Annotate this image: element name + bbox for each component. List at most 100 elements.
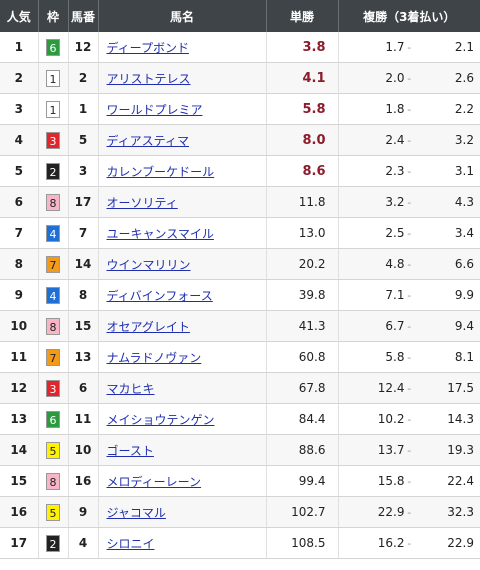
popularity-rank: 4 [0,124,39,156]
horse-name-cell: ディバインフォース [98,279,267,311]
win-odds: 84.4 [266,403,339,435]
place-odds-separator: - [407,195,412,209]
horse-name-link[interactable]: オセアグレイト [106,319,190,334]
horse-name-link[interactable]: オーソリティ [106,195,178,210]
horse-number: 5 [68,124,99,156]
place-odds-separator: - [407,412,412,426]
place-odds-separator: - [407,102,412,116]
place-odds-separator: - [407,536,412,550]
waku-cell: 8 [38,465,69,497]
place-odds-low: 2.4 [385,133,405,147]
place-odds-separator: - [407,350,412,364]
place-odds-separator: - [407,164,412,178]
table-row: 6 8 17 オーソリティ 11.8 3.2- 4.3 [0,186,480,218]
horse-name-cell: ナムラドノヴァン [98,341,267,373]
horse-number: 15 [68,310,99,342]
popularity-rank: 2 [0,62,39,94]
win-odds: 3.8 [266,32,339,63]
horse-name-cell: ウインマリリン [98,248,267,280]
horse-name-link[interactable]: ユーキャンスマイル [106,226,214,241]
horse-name-cell: オセアグレイト [98,310,267,342]
popularity-rank: 10 [0,310,39,342]
win-odds: 60.8 [266,341,339,373]
place-odds-cell: 6.7- 9.4 [338,310,480,342]
waku-badge: 3 [46,379,60,397]
horse-number: 2 [68,62,99,94]
horse-name-cell: ディープボンド [98,32,267,63]
place-odds-cell: 1.8- 2.2 [338,93,480,125]
win-odds: 20.2 [266,248,339,280]
horse-name-link[interactable]: シロニイ [106,536,155,551]
table-body: 1 6 12 ディープボンド 3.8 1.7-2.1 2 1 2 アリストテレス 4.1 2.0-2.… [0,32,480,559]
place-odds-low: 7.1 [385,288,405,302]
win-odds: 39.8 [266,279,339,311]
place-odds-separator: - [407,226,412,240]
place-odds-high: 22.9 [447,536,474,550]
table-row: 2 1 2 アリストテレス 4.1 2.0- 2.6 [0,62,480,94]
horse-name-link[interactable]: アリストテレス [106,71,191,86]
table-row: 16 5 9 ジャコマル 102.7 22.9- 32.3 [0,496,480,528]
header-umaban: 馬番 [68,0,99,32]
horse-name-link[interactable]: カレンブーケドール [106,164,215,179]
win-odds: 102.7 [266,496,339,528]
place-odds-high: 3.4 [454,226,474,240]
table-row: 15 8 16 メロディーレーン 99.4 15.8- 22.4 [0,465,480,497]
win-odds: 4.1 [266,62,339,94]
horse-name-link[interactable]: ジャコマル [106,505,166,520]
place-odds-low: 2.5 [385,226,405,240]
horse-name-link[interactable]: ゴースト [106,443,154,458]
place-odds-cell: 5.8- 8.1 [338,341,480,373]
waku-cell: 4 [38,279,69,311]
waku-badge: 1 [46,69,60,87]
place-odds-high: 2.1 [454,40,474,54]
table-row: 17 2 4 シロニイ 108.5 16.2- 22.9 [0,527,480,559]
place-odds-separator: - [407,319,412,333]
win-odds: 99.4 [266,465,339,497]
place-odds-high: 9.4 [454,319,474,333]
waku-cell: 2 [38,527,69,559]
horse-number: 16 [68,465,99,497]
win-odds: 41.3 [266,310,339,342]
horse-name-link[interactable]: ディバインフォース [106,288,213,303]
win-odds: 13.0 [266,217,339,249]
popularity-rank: 9 [0,279,39,311]
win-odds: 11.8 [266,186,339,218]
horse-name-link[interactable]: メロディーレーン [106,474,202,489]
popularity-rank: 11 [0,341,39,373]
waku-cell: 5 [38,496,69,528]
waku-cell: 4 [38,217,69,249]
place-odds-high: 19.3 [447,443,474,457]
table-row: 9 4 8 ディバインフォース 39.8 7.1- 9.9 [0,279,480,311]
place-odds-high: 3.1 [454,164,474,178]
horse-number: 11 [68,403,99,435]
place-odds-cell: 3.2- 4.3 [338,186,480,218]
waku-cell: 6 [38,403,69,435]
popularity-rank: 1 [0,32,39,63]
waku-badge: 4 [46,286,60,304]
horse-name-link[interactable]: ワールドプレミア [106,102,203,117]
horse-name-cell: メイショウテンゲン [98,403,267,435]
horse-name-link[interactable]: ナムラドノヴァン [106,350,202,365]
horse-number: 13 [68,341,99,373]
place-odds-high: 4.3 [454,195,474,209]
place-odds-separator: - [407,71,412,85]
table-row: 7 4 7 ユーキャンスマイル 13.0 2.5- 3.4 [0,217,480,249]
horse-name-link[interactable]: ディアスティマ [106,133,189,148]
horse-name-link[interactable]: ディープボンド [106,40,189,55]
header-rank: 人気 [0,0,39,32]
waku-badge: 7 [46,255,60,273]
table-row: 8 7 14 ウインマリリン 20.2 4.8- 6.6 [0,248,480,280]
waku-cell: 3 [38,124,69,156]
win-odds: 108.5 [266,527,339,559]
popularity-rank: 17 [0,527,39,559]
waku-badge: 4 [46,224,60,242]
horse-name-link[interactable]: ウインマリリン [106,257,191,272]
horse-name-link[interactable]: メイショウテンゲン [106,412,215,427]
waku-cell: 8 [38,186,69,218]
horse-number: 1 [68,93,99,125]
place-odds-cell: 12.4- 17.5 [338,372,480,404]
horse-name-link[interactable]: マカヒキ [106,381,155,396]
place-odds-separator: - [407,133,412,147]
table-row: 3 1 1 ワールドプレミア 5.8 1.8- 2.2 [0,93,480,125]
place-odds-low: 2.0 [385,71,405,85]
